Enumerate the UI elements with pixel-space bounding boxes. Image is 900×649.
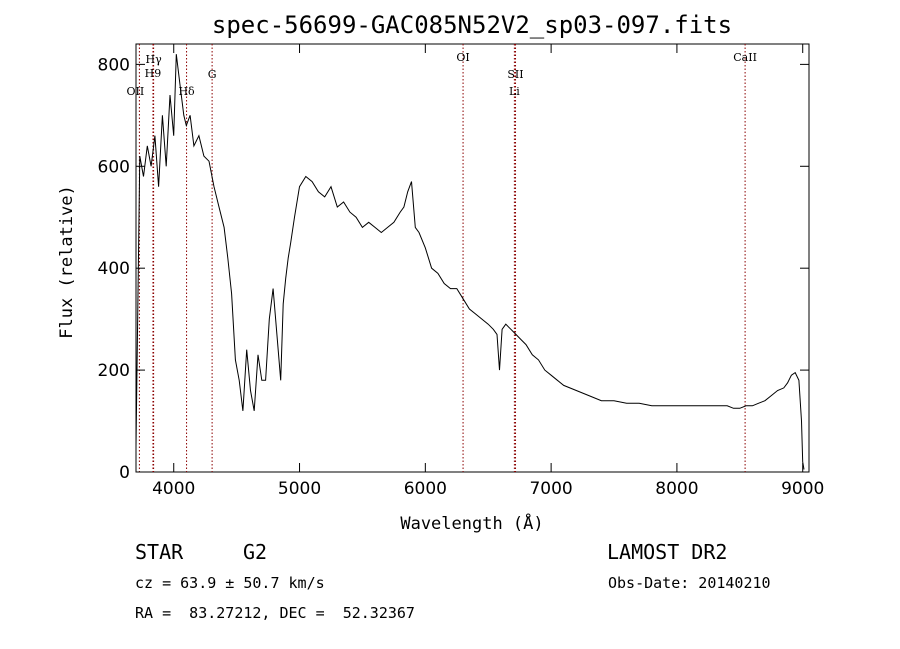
survey-name: LAMOST DR2 [607, 540, 728, 564]
spectral-line-label: G [208, 68, 217, 81]
x-tick-label: 6000 [404, 479, 447, 499]
chart-title: spec-56699-GAC085N52V2_sp03-097.fits [212, 11, 732, 39]
x-tick-label: 5000 [278, 479, 321, 499]
spectrum-line [135, 54, 805, 470]
spectral-line-label: Hδ [178, 85, 195, 98]
y-axis-ticks: 0 200 400 600 800 [98, 55, 809, 483]
object-type: STAR [135, 540, 184, 564]
spectral-line-label: H9 [145, 67, 162, 80]
y-tick-label: 0 [119, 463, 130, 483]
spectral-line-label: OI [456, 51, 469, 64]
y-tick-label: 400 [98, 259, 130, 279]
spectral-line-label: CaII [733, 51, 757, 64]
x-tick-label: 7000 [529, 479, 572, 499]
x-axis-label: Wavelength (Å) [400, 512, 543, 534]
subclass: G2 [243, 540, 268, 564]
plot-frame [135, 43, 810, 473]
spectral-line-label: OII [127, 85, 145, 98]
spectral-line-label: Li [509, 85, 520, 98]
redshift: cz = 63.9 ± 50.7 km/s [135, 574, 325, 592]
coordinates: RA = 83.27212, DEC = 52.32367 [135, 604, 415, 622]
x-tick-label: 8000 [655, 479, 698, 499]
x-tick-label: 4000 [152, 479, 195, 499]
x-tick-label: 9000 [781, 479, 824, 499]
x-axis-ticks: 4000 5000 6000 7000 8000 9000 [152, 44, 824, 499]
y-tick-label: 800 [98, 55, 130, 75]
y-axis-label: Flux (relative) [57, 185, 77, 339]
obs-date: Obs-Date: 20140210 [608, 574, 771, 592]
spectral-line-label: SII [507, 68, 523, 81]
y-tick-label: 200 [98, 361, 130, 381]
y-tick-label: 600 [98, 157, 130, 177]
spectral-line-label: Hγ [146, 53, 163, 66]
